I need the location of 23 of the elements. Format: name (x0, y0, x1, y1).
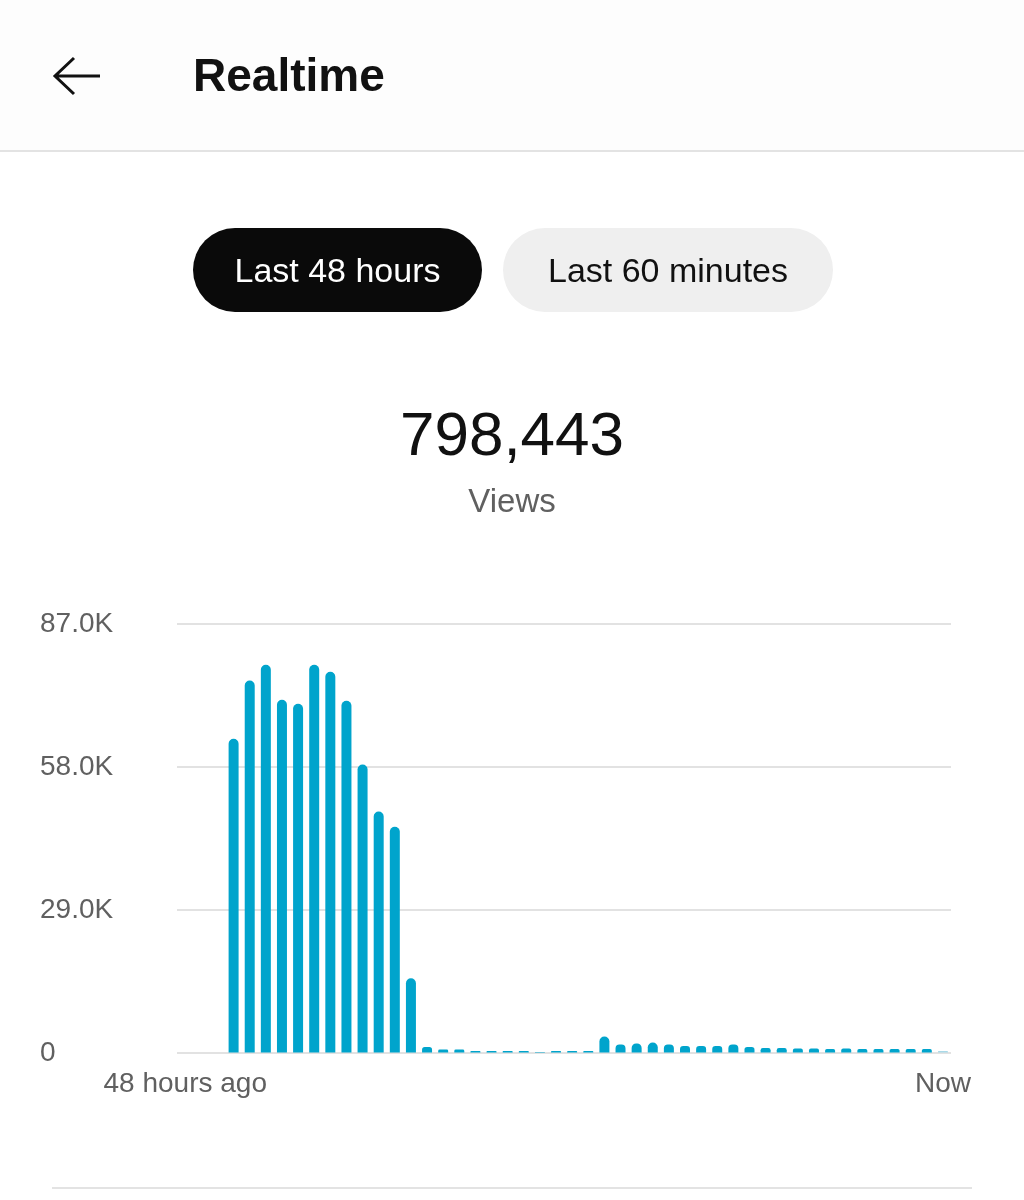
x-tick-label: Now (914, 1066, 972, 1098)
bar (293, 703, 304, 1053)
bar (373, 811, 384, 1053)
bar (389, 826, 400, 1053)
y-tick-label: 29.0K (40, 892, 114, 924)
text: Last 60 minutes (503, 228, 833, 312)
bar (357, 764, 368, 1053)
bar (260, 664, 271, 1053)
y-tick-label: 87.0K (40, 606, 114, 638)
y-tick-label: 0 (40, 1036, 56, 1068)
y-tick-label: 58.0K (40, 749, 114, 781)
chart-subtitle: Views (467, 482, 557, 520)
bar (276, 699, 287, 1053)
bar (325, 671, 336, 1053)
text: 798,443 (398, 398, 626, 469)
x-tick-label: 48 hours ago (103, 1066, 267, 1098)
chart-title: Realtime (193, 48, 385, 102)
bar (341, 700, 352, 1053)
bar (228, 738, 239, 1053)
bar (309, 664, 320, 1053)
bar (405, 978, 416, 1053)
text: Last 48 hours (193, 228, 482, 312)
bar (244, 680, 255, 1053)
